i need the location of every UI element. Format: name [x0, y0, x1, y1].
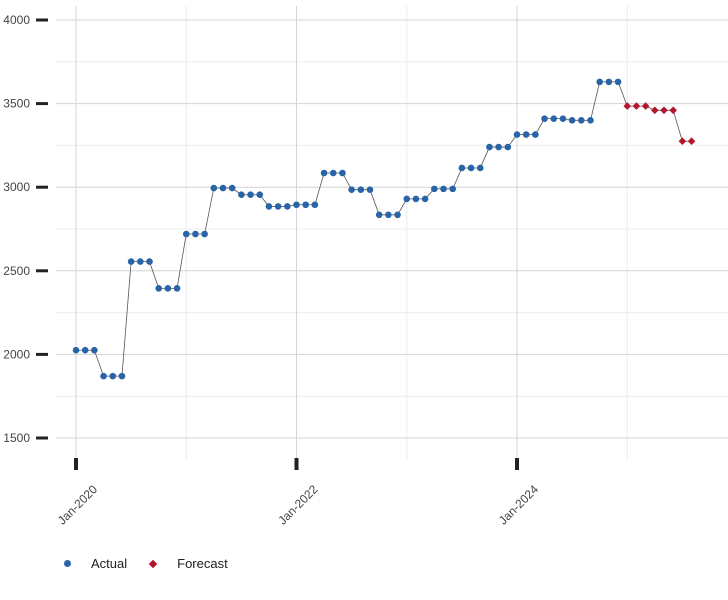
- data-point-actual: [155, 285, 162, 292]
- y-tick-label: 4000: [3, 13, 30, 27]
- data-point-forecast: [660, 106, 668, 115]
- data-point-actual: [339, 169, 346, 177]
- legend-label-forecast: Forecast: [177, 556, 228, 571]
- data-point-actual: [228, 184, 236, 192]
- data-point-actual: [274, 203, 282, 210]
- data-point-actual: [541, 115, 548, 122]
- data-point-actual: [348, 186, 355, 194]
- data-point-actual: [431, 185, 438, 193]
- data-point-actual: [412, 195, 420, 203]
- y-tick-label: 2000: [3, 347, 30, 361]
- data-point-actual: [596, 78, 603, 86]
- data-point-actual: [522, 131, 530, 138]
- data-point-actual: [614, 78, 622, 86]
- data-point-actual: [293, 201, 300, 209]
- legend-label-actual: Actual: [91, 556, 128, 571]
- data-point-actual: [394, 211, 401, 219]
- data-point-actual: [449, 185, 456, 193]
- data-point-actual: [247, 191, 254, 199]
- data-point-actual: [559, 115, 567, 122]
- data-point-actual: [118, 372, 126, 380]
- data-point-actual: [173, 285, 181, 292]
- y-tick-label: 2500: [3, 264, 30, 278]
- data-point-actual: [495, 143, 502, 151]
- data-point-actual: [265, 203, 273, 210]
- data-point-actual: [403, 195, 411, 203]
- data-point-actual: [127, 258, 135, 265]
- data-point-actual: [467, 164, 475, 172]
- data-point-actual: [302, 201, 309, 209]
- data-point-forecast: [641, 102, 650, 110]
- y-tick-label: 3000: [3, 180, 30, 194]
- data-point-forecast: [651, 106, 659, 115]
- legend-item-actual: Actual: [64, 556, 127, 571]
- data-point-actual: [91, 346, 98, 354]
- data-point-actual: [605, 78, 613, 86]
- data-point-actual: [513, 131, 521, 138]
- data-point-actual: [357, 186, 365, 194]
- data-point-forecast: [632, 102, 641, 110]
- data-point-actual: [192, 230, 199, 238]
- legend-marker-forecast: [148, 559, 158, 568]
- data-point-actual: [421, 195, 429, 203]
- data-point-actual: [238, 191, 245, 199]
- data-point-actual: [81, 346, 89, 354]
- data-point-forecast: [687, 137, 696, 146]
- data-point-actual: [164, 285, 172, 292]
- data-point-actual: [532, 131, 539, 138]
- data-point-actual: [284, 203, 291, 210]
- data-point-actual: [568, 117, 576, 124]
- data-point-actual: [458, 164, 466, 172]
- x-tick-label: Jan-2024: [496, 482, 542, 528]
- legend-marker-actual: [64, 560, 71, 567]
- data-point-actual: [109, 372, 117, 380]
- data-point-actual: [587, 117, 594, 124]
- data-point-actual: [329, 169, 337, 177]
- data-point-actual: [385, 211, 392, 219]
- data-point-actual: [375, 211, 383, 219]
- data-point-actual: [146, 258, 153, 265]
- data-point-actual: [504, 143, 512, 151]
- y-tick-label: 1500: [3, 431, 30, 445]
- data-point-forecast: [678, 137, 687, 146]
- x-tick-label: Jan-2022: [275, 482, 321, 528]
- data-point-actual: [440, 185, 447, 193]
- data-point-actual: [550, 115, 558, 122]
- data-point-actual: [486, 143, 493, 151]
- data-point-actual: [366, 186, 374, 194]
- chart-legend: Actual Forecast: [64, 556, 250, 571]
- data-point-actual: [219, 184, 227, 192]
- data-point-actual: [256, 191, 264, 199]
- data-point-actual: [100, 372, 107, 380]
- data-point-actual: [201, 230, 208, 238]
- data-point-actual: [311, 201, 319, 209]
- data-point-actual: [320, 169, 328, 177]
- y-tick-label: 3500: [3, 97, 30, 111]
- data-point-actual: [72, 346, 80, 354]
- legend-item-forecast: Forecast: [148, 556, 228, 571]
- data-point-actual: [578, 117, 585, 124]
- data-point-forecast: [669, 106, 677, 115]
- data-point-actual: [182, 230, 190, 238]
- data-point-actual: [137, 258, 144, 265]
- data-point-forecast: [623, 102, 632, 110]
- data-point-actual: [476, 164, 484, 172]
- data-point-actual: [210, 184, 218, 192]
- x-tick-label: Jan-2020: [55, 482, 101, 528]
